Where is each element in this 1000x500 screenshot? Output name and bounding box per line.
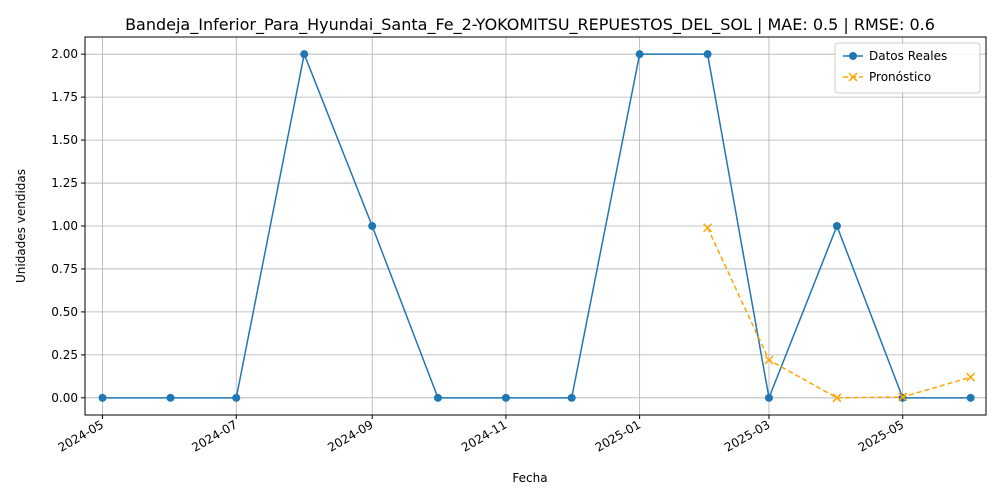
x-axis-label: Fecha — [512, 471, 547, 485]
legend-marker-pronostico — [848, 72, 858, 82]
x-tick-label: 2024-05 — [56, 417, 106, 454]
data-point-datos-reales — [832, 222, 841, 230]
data-point-pronostico — [764, 355, 774, 365]
data-point-datos-reales — [232, 393, 241, 402]
data-point-datos-reales — [764, 393, 773, 402]
legend-box — [834, 42, 981, 94]
y-tick-label: 0.00 — [51, 391, 78, 405]
legend-marker-datos-reales — [849, 52, 857, 60]
data-point-datos-reales — [166, 393, 175, 402]
data-point-pronostico — [703, 223, 713, 233]
y-tick-label: 1.25 — [51, 176, 78, 190]
legend-label-datos-reales: Datos Reales — [869, 49, 947, 63]
data-point-datos-reales — [567, 393, 576, 402]
series-line-pronostico — [706, 227, 971, 399]
x-axis: 2024-05 2024-07 2024-09 2024-11 2025-01 2025-… — [56, 415, 906, 455]
data-point-pronostico — [832, 393, 842, 403]
data-point-datos-reales — [966, 393, 975, 402]
chart-title: Bandeja_Inferior_Para_Hyundai_Santa_Fe_2… — [125, 15, 935, 35]
y-tick-label: 0.75 — [51, 262, 78, 276]
y-tick-label: 0.50 — [51, 305, 78, 319]
legend: Datos Reales Pronóstico — [834, 42, 981, 94]
data-point-datos-reales — [635, 50, 644, 59]
data-point-datos-reales — [703, 50, 712, 59]
y-axis-label: Unidades vendidas — [14, 169, 28, 283]
x-tick-label: 2025-01 — [593, 417, 643, 454]
data-point-pronostico — [966, 372, 976, 382]
x-tick-label: 2024-07 — [189, 417, 239, 454]
y-axis: 0.00 0.25 0.50 0.75 1.00 1.25 1.50 1.75 2.00 — [51, 47, 85, 405]
data-point-datos-reales — [98, 393, 107, 402]
y-tick-label: 1.75 — [51, 90, 78, 104]
data-point-pronostico — [898, 392, 908, 402]
y-tick-label: 1.50 — [51, 133, 78, 147]
grid — [85, 37, 986, 415]
y-tick-label: 2.00 — [51, 47, 78, 61]
y-tick-label: 1.00 — [51, 219, 78, 233]
series-line-datos-reales — [102, 51, 971, 401]
x-tick-label: 2024-11 — [459, 417, 509, 454]
data-point-datos-reales — [433, 393, 442, 402]
data-point-datos-reales — [368, 222, 377, 230]
data-point-datos-reales — [501, 393, 510, 402]
x-tick-label: 2025-05 — [856, 417, 906, 454]
series-layer — [98, 50, 976, 403]
data-point-datos-reales — [300, 50, 309, 59]
legend-label-pronostico: Pronóstico — [869, 70, 931, 84]
y-tick-label: 0.25 — [51, 348, 78, 362]
x-tick-label: 2025-03 — [722, 417, 772, 454]
x-tick-label: 2024-09 — [325, 417, 375, 454]
